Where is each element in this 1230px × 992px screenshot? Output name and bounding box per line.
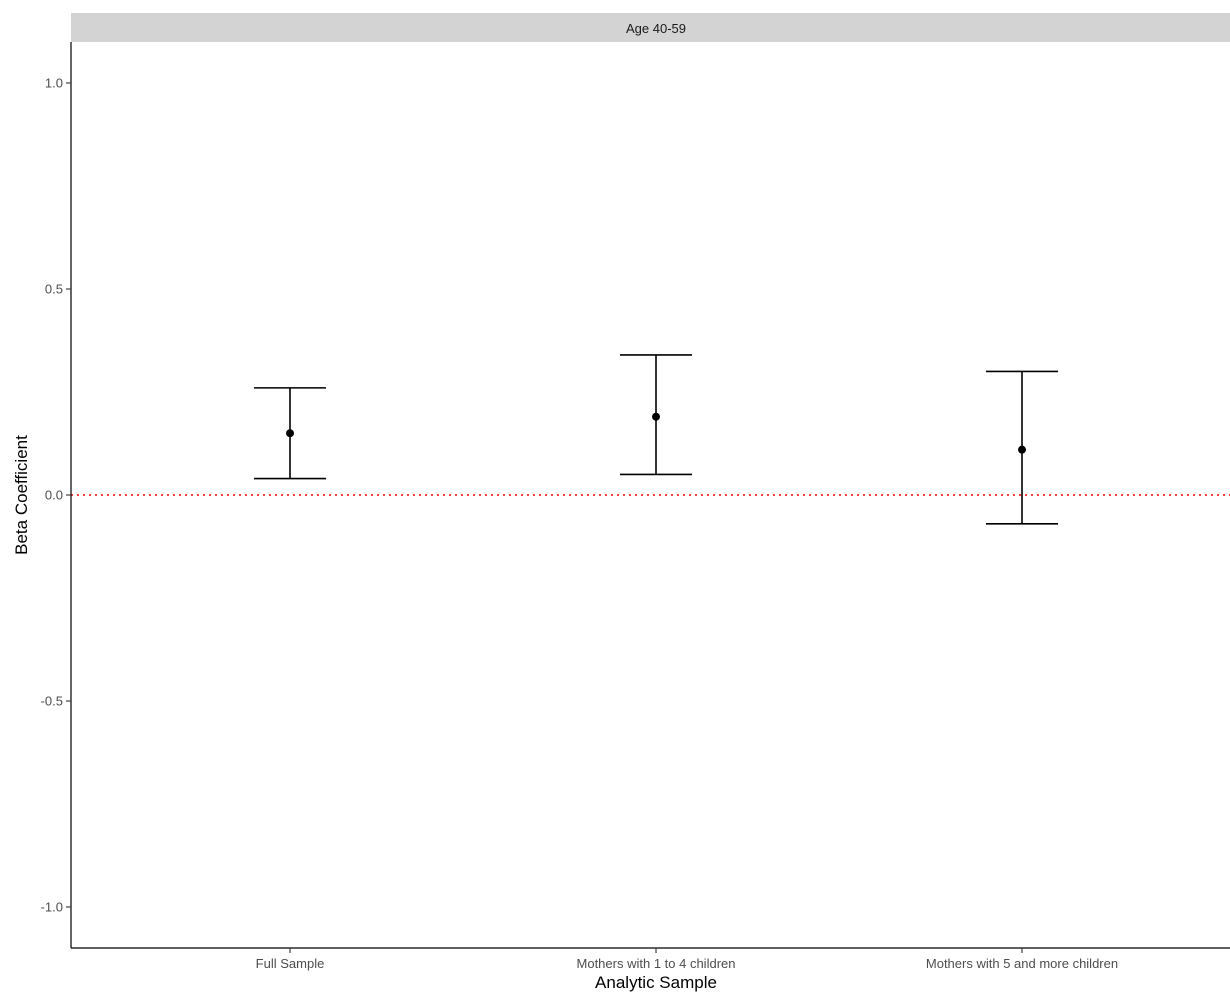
y-tick-label: 0.5 bbox=[45, 282, 63, 297]
y-axis-title: Beta Coefficient bbox=[12, 435, 31, 555]
y-tick-label: 1.0 bbox=[45, 76, 63, 91]
errorbar-group bbox=[254, 387, 326, 480]
point-estimate bbox=[286, 429, 294, 438]
y-axis-ticks: -1.0 -0.5 0.0 0.5 1.0 bbox=[41, 76, 71, 915]
point-estimate bbox=[652, 412, 660, 421]
x-axis-title: Analytic Sample bbox=[595, 973, 717, 992]
point-estimate bbox=[1018, 445, 1026, 454]
errorbar-group bbox=[986, 370, 1058, 525]
errorbar-group bbox=[620, 354, 692, 476]
facet-strip-label: Age 40-59 bbox=[626, 21, 686, 36]
y-tick-label: -1.0 bbox=[41, 900, 63, 915]
facet-strip-background bbox=[71, 13, 1230, 42]
x-tick-label: Mothers with 5 and more children bbox=[926, 956, 1118, 971]
y-tick-label: -0.5 bbox=[41, 694, 63, 709]
x-axis-ticks: Full Sample Mothers with 1 to 4 children M… bbox=[256, 948, 1118, 971]
y-tick-label: 0.0 bbox=[45, 488, 63, 503]
facet-strip: Age 40-59 bbox=[71, 13, 1230, 42]
x-tick-label: Mothers with 1 to 4 children bbox=[577, 956, 736, 971]
x-tick-label: Full Sample bbox=[256, 956, 325, 971]
plot-area bbox=[71, 354, 1230, 525]
